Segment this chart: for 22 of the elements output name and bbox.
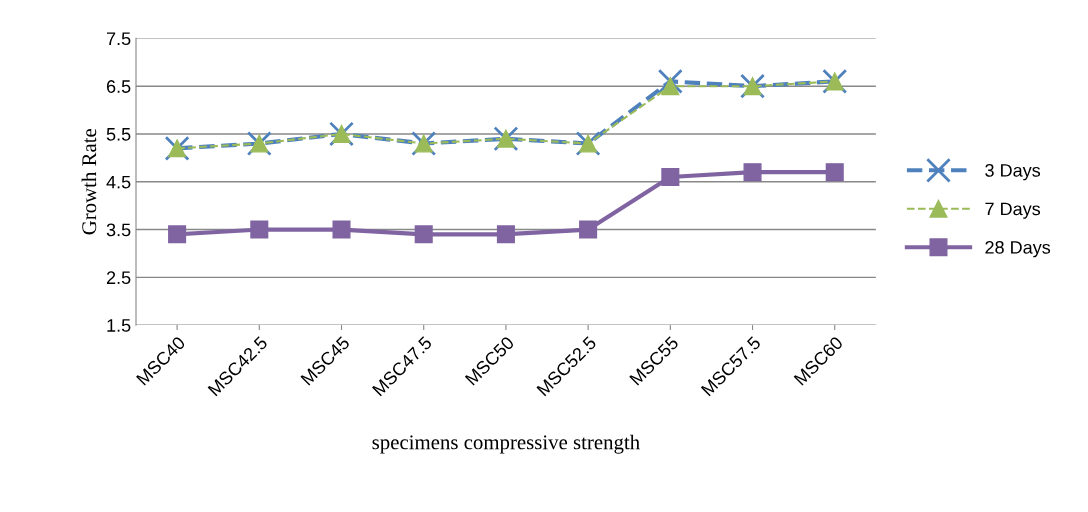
point [661, 167, 680, 187]
y-tick-label: 2.5 [106, 271, 131, 285]
y-tick-label: 4.5 [106, 175, 131, 189]
legend-label: 3 Days [985, 164, 1041, 181]
y-axis-title: Growth Rate [81, 128, 97, 235]
point [579, 220, 598, 239]
point [825, 163, 844, 182]
y-tick-label: 6.5 [106, 80, 131, 93]
point [414, 225, 433, 244]
legend-label: 28 Days [985, 240, 1051, 258]
y-tick-label: 1.5 [107, 319, 131, 332]
y-tick-label: 5.5 [106, 128, 131, 141]
point [168, 225, 187, 244]
point [332, 220, 351, 239]
y-tick-label: 7.5 [106, 32, 131, 46]
y-tick-label: 3.5 [106, 223, 131, 237]
x-axis-title: specimens compressive strength [372, 434, 640, 454]
point [250, 220, 269, 239]
point [496, 225, 515, 244]
point [743, 163, 762, 182]
legend-label: 7 Days [985, 202, 1041, 219]
point [661, 77, 680, 96]
